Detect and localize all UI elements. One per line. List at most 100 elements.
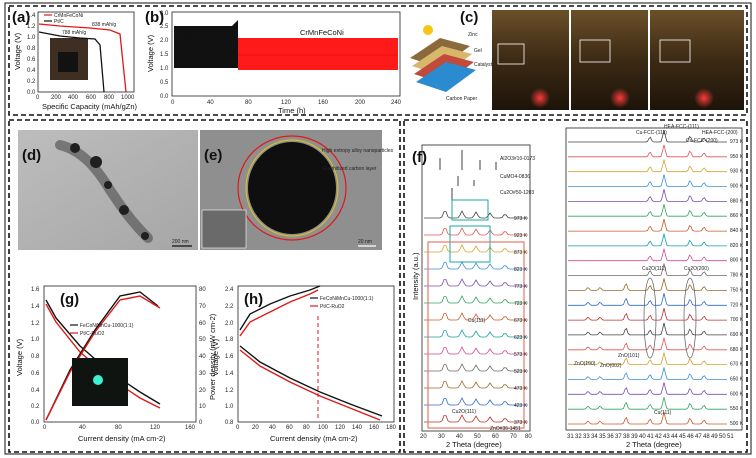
legend-label-h-hea: FeCoNiMnCu-1000(1:1) xyxy=(320,296,374,302)
highlight-box-cyan-top xyxy=(451,199,489,221)
xrd-left-trace xyxy=(424,312,528,321)
inset-lattice xyxy=(201,209,247,249)
panel-f-right-xlabel: 2 Theta (degree) xyxy=(626,440,682,449)
tick-label: 50 xyxy=(719,434,726,440)
layer-label-catalyst: Catalyst xyxy=(474,62,493,68)
panel-b-label: (b) xyxy=(145,9,164,26)
layer-label-carbon-paper: Carbon Paper xyxy=(446,96,477,102)
tick-label: 44 xyxy=(671,434,678,440)
xrd-left-trace xyxy=(424,295,528,304)
temp-label: 800 K xyxy=(730,258,744,264)
tick-label: 600 xyxy=(86,95,97,101)
panel-b-xticks: 0 40 80 120 160 200 240 xyxy=(171,100,402,106)
xrd-right-trace xyxy=(568,367,727,380)
tick-label: 45 xyxy=(679,434,686,440)
tick-label: 0.5 xyxy=(160,80,169,86)
particle-outline-red xyxy=(237,135,347,241)
panel-g-plot-area xyxy=(43,285,197,423)
tick-label: 60 xyxy=(492,434,499,440)
tick-label: 42 xyxy=(655,434,662,440)
scalebar-e-label: 20 nm xyxy=(358,239,372,245)
tick-label: 80 xyxy=(525,434,532,440)
tick-label: 40 xyxy=(456,434,463,440)
photo-1 xyxy=(492,10,569,110)
annotation-hea-capacity: 838 mAh/g xyxy=(92,22,116,28)
particle xyxy=(141,232,149,240)
panel-f-right-plot-area xyxy=(565,127,743,431)
tick-label: 1.0 xyxy=(160,66,169,72)
tick-label: 39 xyxy=(631,434,638,440)
frame-bottom-left xyxy=(8,119,401,453)
tick-label: 2.0 xyxy=(160,38,169,44)
xrd-left-trace xyxy=(424,414,528,423)
panel-g-xticks: 0 40 80 120 160 xyxy=(43,425,196,431)
tick-label: 41 xyxy=(647,434,654,440)
temp-label: 473 K xyxy=(514,386,528,392)
tick-label: 800 xyxy=(104,95,115,101)
panel-f-label: (f) xyxy=(412,149,427,166)
tick-label: 20 xyxy=(252,425,259,431)
peak-label-r4: Cu2O(111) xyxy=(642,266,666,272)
temp-label: 680 K xyxy=(730,347,744,353)
panel-a-ylabel: Voltage (V) xyxy=(13,32,22,70)
tick-label: 43 xyxy=(663,434,670,440)
tick-label: 30 xyxy=(199,371,206,377)
battery-layer-carbon-paper xyxy=(416,62,476,92)
xrd-right-trace xyxy=(568,308,727,321)
tick-label: 51 xyxy=(727,434,734,440)
panel-f-left-temps: 973 K 923 K 873 K 823 K 773 K 723 K 673 … xyxy=(514,216,528,426)
xrd-left-trace xyxy=(424,244,528,253)
panel-h-yticks: 0.8 1.0 1.2 1.4 1.6 1.8 2.0 2.2 2.4 xyxy=(225,287,234,426)
xrd-left-trace xyxy=(424,210,528,219)
peak-label-r6: ZnO(100) xyxy=(574,361,596,367)
tick-label: 1.4 xyxy=(31,304,40,310)
panel-b-plot-area xyxy=(171,11,401,97)
panel-h-charge-pt xyxy=(239,289,319,337)
particle xyxy=(104,181,112,189)
photo-3-box xyxy=(659,39,691,63)
temp-label: 720 K xyxy=(730,302,744,308)
tick-label: 400 xyxy=(68,95,79,101)
peak-label-r2: Cu-FCC-(200) xyxy=(686,138,718,144)
temp-label: 773 K xyxy=(514,284,528,290)
temp-label: 973 K xyxy=(514,216,528,222)
tick-label: 37 xyxy=(615,434,622,440)
tick-label: 47 xyxy=(695,434,702,440)
tick-label: 120 xyxy=(281,100,292,106)
tick-label: 0.8 xyxy=(31,354,40,360)
temp-label: 670 K xyxy=(730,362,744,368)
tick-label: 30 xyxy=(438,434,445,440)
tick-label: 0.2 xyxy=(27,79,36,85)
tick-label: 20 xyxy=(199,388,206,394)
xrd-right-trace xyxy=(568,189,727,202)
hea-particle xyxy=(248,142,336,234)
panel-a-xticks: 0 200 400 600 800 1000 xyxy=(36,95,135,101)
tick-label: 36 xyxy=(607,434,614,440)
xrd-left-traces xyxy=(424,210,528,423)
tick-label: 31 xyxy=(567,434,574,440)
panel-f-ref-0: Al2O3#10-0173 xyxy=(500,156,535,162)
tick-label: 10 xyxy=(199,404,206,410)
panel-g-pcurve-pt xyxy=(45,295,161,421)
tick-label: 1.2 xyxy=(31,321,40,327)
tick-label: 32 xyxy=(575,434,582,440)
panel-b-yticks: 0.0 0.5 1.0 1.5 2.0 2.5 3.0 xyxy=(160,11,169,100)
lightbulb-icon xyxy=(423,25,433,35)
legend-label-g-pt: Pt/C-RuO2 xyxy=(80,331,105,337)
annotation-pt-capacity: 788 mAh/g xyxy=(62,30,86,36)
tick-label: 50 xyxy=(199,337,206,343)
panel-f-ref-1: CuMO4-0836 xyxy=(500,174,530,180)
highlight-box-cyan-mid xyxy=(449,225,491,263)
panel-g-y2label: Power density (mW cm-2) xyxy=(208,313,217,400)
tick-label: 2.0 xyxy=(225,321,234,327)
xrd-right-trace xyxy=(568,159,727,173)
tick-label: 0.6 xyxy=(27,57,36,63)
tick-label: 0 xyxy=(36,95,40,101)
photo-2-box xyxy=(579,39,611,63)
tick-label: 1000 xyxy=(121,95,135,101)
temp-label: 750 K xyxy=(730,287,744,293)
panel-h-charge-hea xyxy=(239,285,321,331)
tick-label: 1.0 xyxy=(225,404,234,410)
tick-label: 3.0 xyxy=(160,11,169,17)
